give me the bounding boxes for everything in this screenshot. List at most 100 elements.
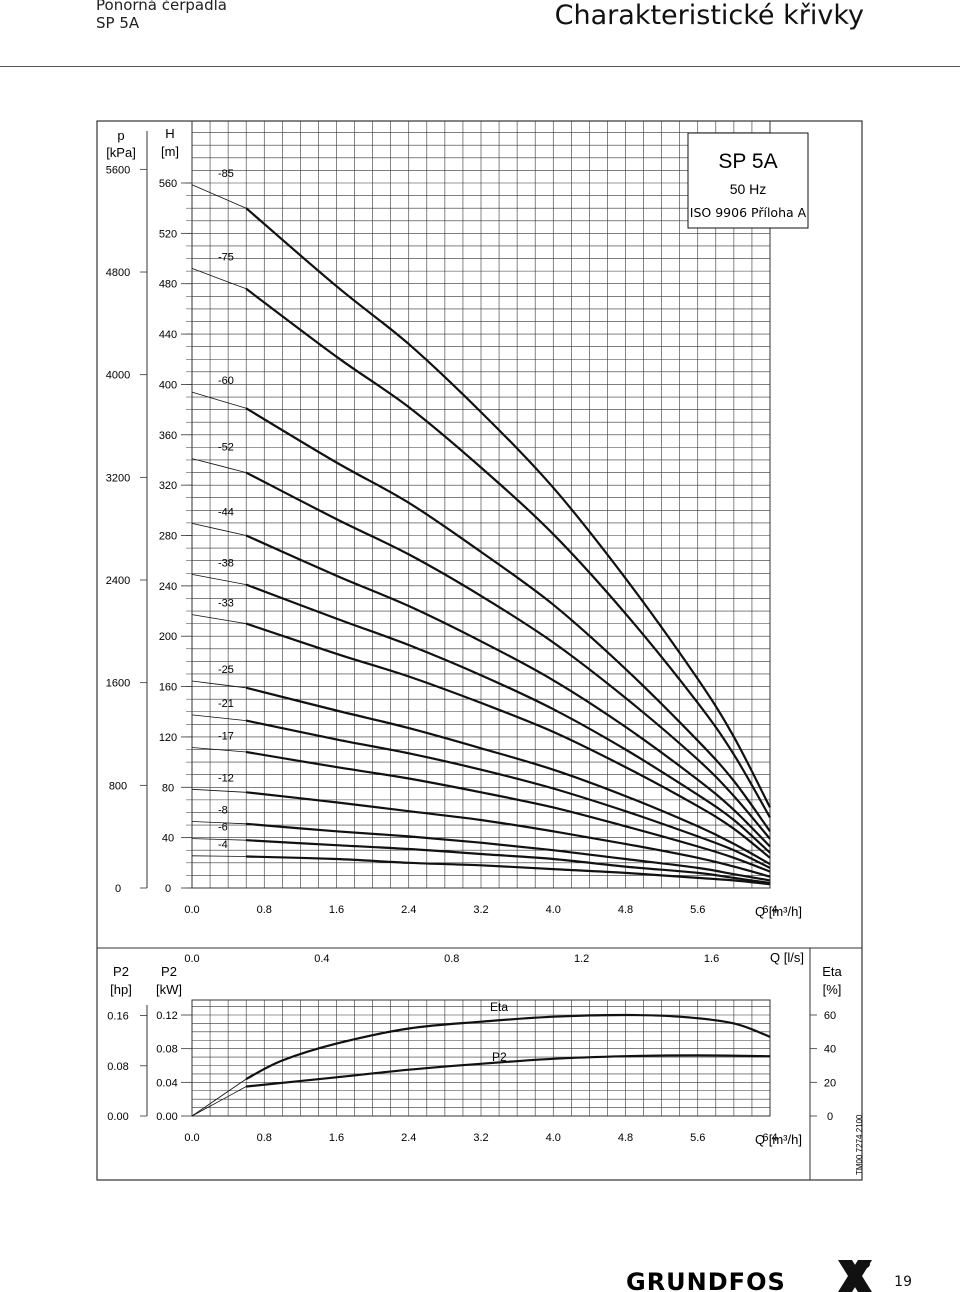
- curve-label: -6: [218, 822, 228, 834]
- q-tick-label: 1.6: [329, 904, 344, 916]
- ls-tick-label: 1.2: [574, 953, 589, 965]
- curve-extension: [191, 1078, 247, 1117]
- p-tick-label: 1600: [106, 678, 130, 690]
- curve-extension: [191, 747, 247, 753]
- eta-axis-title: Eta: [822, 964, 842, 979]
- q-tick-label-bottom: 4.8: [618, 1132, 633, 1144]
- product-line2: SP 5A: [96, 14, 140, 32]
- q-tick-label-bottom: 1.6: [329, 1132, 344, 1144]
- curve-stage-85: [245, 207, 771, 808]
- p-tick-label: 5600: [106, 164, 130, 176]
- p-tick-label: 0: [115, 883, 121, 895]
- brand-logo: GRUNDFOS: [626, 1268, 786, 1292]
- q-tick-label-bottom: 2.4: [401, 1132, 416, 1144]
- curve-label: -17: [218, 731, 234, 743]
- h-tick-label: 40: [162, 833, 174, 845]
- q-tick-label-bottom: 4.0: [546, 1132, 561, 1144]
- q-tick-label: 0.0: [184, 904, 199, 916]
- q-tick-label: 3.2: [473, 904, 488, 916]
- curve-extension: [191, 184, 247, 209]
- p2-curve-label: P2: [492, 1050, 507, 1064]
- q-tick-label-bottom: 5.6: [690, 1132, 705, 1144]
- curve-stage-8: [246, 822, 771, 882]
- h-tick-label: 560: [159, 178, 177, 190]
- product-name: Ponorná čerpadla SP 5A: [96, 0, 227, 32]
- ls-axis-title: Q [l/s]: [770, 950, 804, 965]
- curve-stage-6: [246, 839, 771, 885]
- h-axis-unit: [m]: [161, 144, 179, 159]
- curve-stage-44: [245, 534, 771, 848]
- hp-tick-label: 0.08: [107, 1061, 128, 1073]
- curve-extension: [191, 458, 247, 473]
- ls-tick-label: 0.4: [314, 953, 329, 965]
- curve-label: -60: [218, 375, 234, 387]
- page-title: Charakteristické křivky: [554, 0, 864, 31]
- curve-label: -75: [218, 251, 234, 263]
- kw-axis-title: P2: [161, 964, 177, 979]
- curve-extension: [191, 523, 247, 536]
- curve-extension: [191, 268, 247, 290]
- kw-axis-unit: [kW]: [156, 982, 182, 997]
- hp-tick-label: 0.16: [107, 1011, 128, 1023]
- eta-curve: [245, 1013, 771, 1080]
- p-tick-label: 800: [109, 780, 127, 792]
- ls-tick-label: 1.6: [704, 953, 719, 965]
- curve-stage-12: [246, 791, 771, 878]
- q-tick-label: 6.4: [762, 904, 777, 916]
- h-tick-label: 280: [159, 531, 177, 543]
- legend-standard: ISO 9906 Příloha A: [690, 205, 807, 220]
- eta-curve-label: Eta: [490, 1000, 508, 1014]
- q-axis-title-bottom: Q [m³/h]: [755, 1132, 802, 1147]
- h-tick-label: 440: [159, 329, 177, 341]
- eta-tick-label: 0: [827, 1111, 833, 1123]
- kw-tick-label: 0.04: [156, 1077, 177, 1089]
- h-tick-label: 240: [159, 581, 177, 593]
- curve-label: -8: [218, 805, 228, 817]
- curve-label: -85: [218, 168, 234, 180]
- h-tick-label: 520: [159, 228, 177, 240]
- legend-model: SP 5A: [718, 150, 777, 173]
- curve-stage-4: [246, 855, 771, 886]
- curve-stage-75: [245, 287, 771, 819]
- curve-extension: [191, 714, 247, 721]
- eta-tick-label: 60: [824, 1010, 836, 1022]
- curve-extension: [191, 821, 247, 825]
- curve-label: -33: [218, 598, 234, 610]
- p2-curve: [246, 1054, 771, 1088]
- eta-tick-label: 40: [824, 1044, 836, 1056]
- q-tick-label: 4.8: [618, 904, 633, 916]
- hp-tick-label: 0.00: [107, 1111, 128, 1123]
- product-line1: Ponorná čerpadla: [96, 0, 227, 14]
- q-tick-label-bottom: 3.2: [473, 1132, 488, 1144]
- drawing-code: TM00 7274 2100: [855, 1114, 864, 1175]
- curve-label: -25: [218, 664, 234, 676]
- curve-extension: [191, 391, 247, 409]
- q-tick-label-bottom: 6.4: [762, 1132, 777, 1144]
- h-tick-label: 80: [162, 782, 174, 794]
- eta-tick-label: 20: [824, 1077, 836, 1089]
- h-axis-title: H: [165, 126, 174, 141]
- curve-extension: [191, 855, 247, 857]
- h-tick-label: 120: [159, 732, 177, 744]
- ls-tick-label: 0.8: [444, 953, 459, 965]
- p-tick-label: 4800: [106, 267, 130, 279]
- q-tick-label: 4.0: [546, 904, 561, 916]
- legend-box: [687, 132, 809, 229]
- ls-tick-label: 0.0: [184, 953, 199, 965]
- curve-label: -52: [218, 442, 234, 454]
- curve-stage-25: [245, 686, 771, 866]
- kw-tick-label: 0.12: [156, 1010, 177, 1022]
- q-tick-label: 0.8: [257, 904, 272, 916]
- h-tick-label: 360: [159, 430, 177, 442]
- curve-label: -38: [218, 557, 234, 569]
- curve-extension: [191, 614, 247, 624]
- q-tick-label: 2.4: [401, 904, 416, 916]
- curve-stage-33: [245, 622, 771, 859]
- curve-stage-17: [246, 750, 771, 873]
- curve-extension: [191, 680, 247, 689]
- curve-extension: [191, 574, 247, 585]
- curve-label: -12: [218, 772, 234, 784]
- h-tick-label: 320: [159, 480, 177, 492]
- curve-extension: [191, 838, 247, 841]
